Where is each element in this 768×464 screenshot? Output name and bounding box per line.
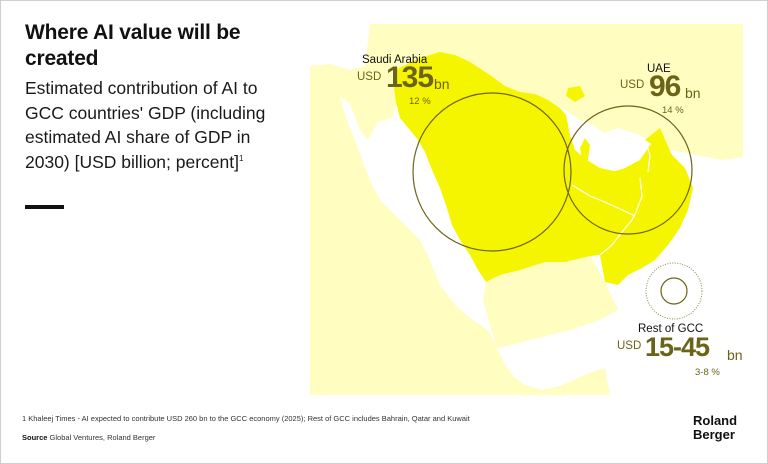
saudi-bubble xyxy=(412,92,572,252)
saudi-arabia-land xyxy=(394,52,645,282)
rest-value: 15-45 xyxy=(645,332,710,362)
subtitle-text: Estimated contribution of AI to GCC coun… xyxy=(25,78,266,172)
title-rule xyxy=(25,205,64,209)
saudi-value: 135 xyxy=(386,61,434,94)
saudi-unit: bn xyxy=(434,76,450,92)
brand-line-2: Berger xyxy=(693,427,735,442)
source-line: Source Global Ventures, Roland Berger xyxy=(22,433,155,442)
footnote: 1 Khaleej Times - AI expected to contrib… xyxy=(22,414,470,423)
uae-unit: bn xyxy=(685,85,701,101)
uae-currency: USD xyxy=(620,79,645,91)
region-land xyxy=(310,24,743,395)
country-borders xyxy=(571,139,651,256)
brand-line-1: Roland xyxy=(693,413,738,428)
uae-value: 96 xyxy=(649,70,681,103)
rest-share: 3-8 % xyxy=(695,367,720,378)
rest-of-gcc-bubble-max xyxy=(645,262,703,320)
oman-land xyxy=(600,128,693,285)
source-label: Source xyxy=(22,433,48,442)
brand-logo: Roland Berger xyxy=(693,414,737,442)
uae-share: 14 % xyxy=(662,105,684,116)
rest-currency: USD xyxy=(617,340,642,352)
uae-country-label: UAE xyxy=(647,63,671,75)
rest-of-gcc-bubble-min xyxy=(660,277,688,305)
qatar-land xyxy=(580,138,590,160)
yemen-land xyxy=(483,256,618,348)
chart-title: Where AI value will be created xyxy=(25,21,241,70)
kuwait-land xyxy=(566,86,585,102)
uae-bubble xyxy=(563,105,693,235)
chart-subtitle: Estimated contribution of AI to GCC coun… xyxy=(25,76,290,174)
saudi-country-label: Saudi Arabia xyxy=(362,54,428,66)
rest-country-label: Rest of GCC xyxy=(638,323,704,335)
footnote-marker: 1 xyxy=(239,153,244,163)
rest-unit: bn xyxy=(727,347,743,363)
saudi-currency: USD xyxy=(357,71,382,83)
source-text: Global Ventures, Roland Berger xyxy=(49,433,156,442)
saudi-share: 12 % xyxy=(409,96,431,107)
